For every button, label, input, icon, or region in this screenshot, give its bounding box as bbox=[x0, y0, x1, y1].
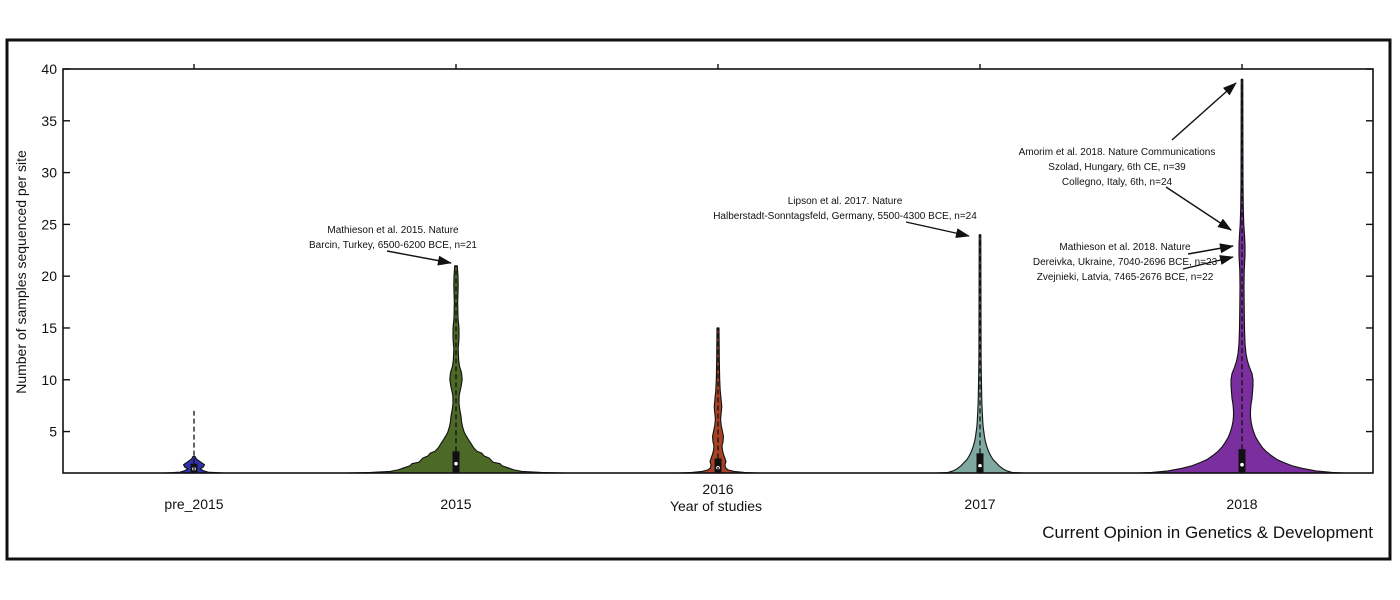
annotation-arrow-amorim-2018 bbox=[1165, 186, 1232, 231]
y-tick-label: 25 bbox=[41, 216, 57, 232]
journal-footer: Current Opinion in Genetics & Developmen… bbox=[1042, 523, 1373, 542]
annotation-amorim-2018-line: Szolad, Hungary, 6th CE, n=39 bbox=[1048, 162, 1186, 173]
x-axis-title: Year of studies bbox=[669, 498, 763, 514]
x-tick-label-2016: 2016 bbox=[702, 481, 733, 497]
median-dot-2017 bbox=[978, 463, 982, 468]
annotation-mathieson-2018-line: Dereivka, Ukraine, 7040-2696 BCE, n=23 bbox=[1033, 257, 1218, 268]
annotation-mathieson-2018-line: Mathieson et al. 2018. Nature bbox=[1059, 242, 1191, 253]
y-tick-label: 35 bbox=[41, 113, 57, 129]
annotation-arrow-mathieson-2018 bbox=[1187, 243, 1234, 255]
annotation-arrow-amorim-2018 bbox=[1171, 82, 1237, 141]
y-tick-label: 20 bbox=[41, 268, 57, 284]
y-tick-label: 5 bbox=[49, 424, 57, 440]
annotation-arrow-mathieson-2015 bbox=[386, 250, 452, 266]
annotation-arrow-lipson-2017 bbox=[905, 221, 970, 239]
x-tick-label-2015: 2015 bbox=[440, 496, 471, 512]
iqr-box-2018 bbox=[1238, 449, 1246, 473]
y-tick-label: 30 bbox=[41, 165, 57, 181]
iqr-box-2016 bbox=[714, 458, 722, 473]
y-tick-label: 40 bbox=[41, 61, 57, 77]
annotation-mathieson-2015-line: Barcin, Turkey, 6500-6200 BCE, n=21 bbox=[309, 240, 477, 251]
annotation-lipson-2017-line: Lipson et al. 2017. Nature bbox=[788, 196, 903, 207]
x-tick-label-pre_2015: pre_2015 bbox=[164, 496, 223, 512]
figure-border bbox=[5, 38, 1392, 561]
annotation-mathieson-2018-line: Zvejnieki, Latvia, 7465-2676 BCE, n=22 bbox=[1037, 272, 1214, 283]
x-tick-label-2018: 2018 bbox=[1226, 496, 1257, 512]
annotation-arrow-mathieson-2018 bbox=[1182, 255, 1234, 270]
median-dot-2015 bbox=[454, 461, 458, 466]
x-tick-label-2017: 2017 bbox=[964, 496, 995, 512]
annotation-amorim-2018-line: Amorim et al. 2018. Nature Communication… bbox=[1019, 147, 1216, 158]
y-axis-title: Number of samples sequenced per site bbox=[13, 150, 29, 394]
annotation-mathieson-2015-line: Mathieson et al. 2015. Nature bbox=[327, 225, 459, 236]
annotation-amorim-2018-line: Collegno, Italy, 6th, n=24 bbox=[1062, 177, 1173, 188]
median-dot-2018 bbox=[1240, 462, 1244, 467]
annotation-lipson-2017-line: Halberstadt-Sonntagsfeld, Germany, 5500-… bbox=[713, 211, 977, 222]
y-tick-label: 15 bbox=[41, 320, 57, 336]
iqr-box-2017 bbox=[976, 453, 984, 473]
y-tick-label: 10 bbox=[41, 372, 57, 388]
